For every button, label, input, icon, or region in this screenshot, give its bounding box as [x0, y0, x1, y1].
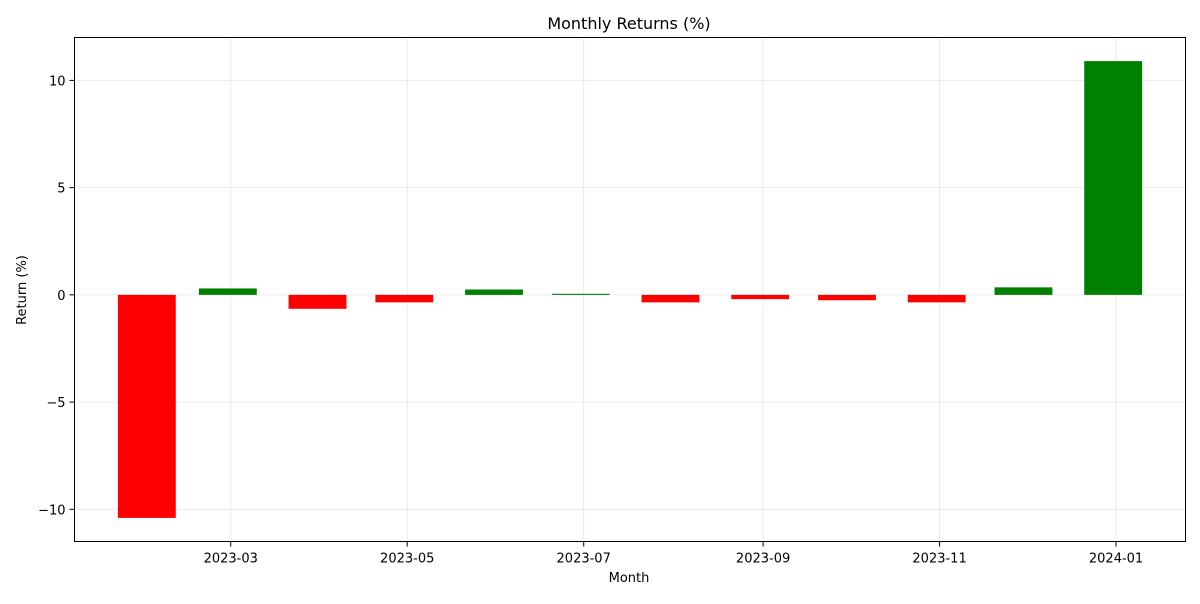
x-tick-label: 2023-07 — [557, 552, 611, 567]
bar-2023-04-30 — [375, 294, 434, 303]
chart-title: Monthly Returns (%) — [547, 14, 710, 33]
x-tick-label: 2023-09 — [736, 552, 790, 567]
bar-2023-03-31 — [288, 294, 347, 309]
y-axis-label: Return (%) — [15, 255, 30, 325]
y-tick-label: 0 — [57, 289, 65, 304]
bar-2023-01-31 — [117, 294, 176, 518]
y-tick-label: 10 — [49, 74, 66, 89]
x-tick-label: 2023-03 — [204, 552, 258, 567]
bar-2023-05-31 — [465, 289, 523, 295]
y-tick-label: −10 — [38, 503, 65, 518]
bar-2023-09-30 — [818, 294, 876, 301]
bar-2023-08-31 — [731, 294, 790, 300]
bar-2023-07-31 — [641, 294, 700, 303]
y-tick-label: 5 — [57, 182, 65, 197]
bar-2023-10-31 — [907, 294, 966, 303]
bar-2023-02-28 — [198, 288, 257, 295]
x-tick-label: 2024-01 — [1089, 552, 1143, 567]
x-tick-label: 2023-05 — [380, 552, 434, 567]
bar-2023-06-30 — [551, 293, 610, 295]
bar-2023-12-31 — [1084, 61, 1143, 295]
x-tick-label: 2023-11 — [912, 552, 966, 567]
x-axis-ticks: 2023-03 2023-05 2023-07 2023-09 2023-11 2024-… — [204, 541, 1143, 567]
bar-2023-11-30 — [994, 287, 1053, 295]
x-axis-label: Month — [609, 571, 650, 586]
y-tick-label: −5 — [46, 396, 65, 411]
plot-frame — [74, 37, 1186, 542]
y-axis-ticks: 10 5 0 −5 −10 — [38, 74, 75, 518]
bars-group — [117, 61, 1143, 518]
